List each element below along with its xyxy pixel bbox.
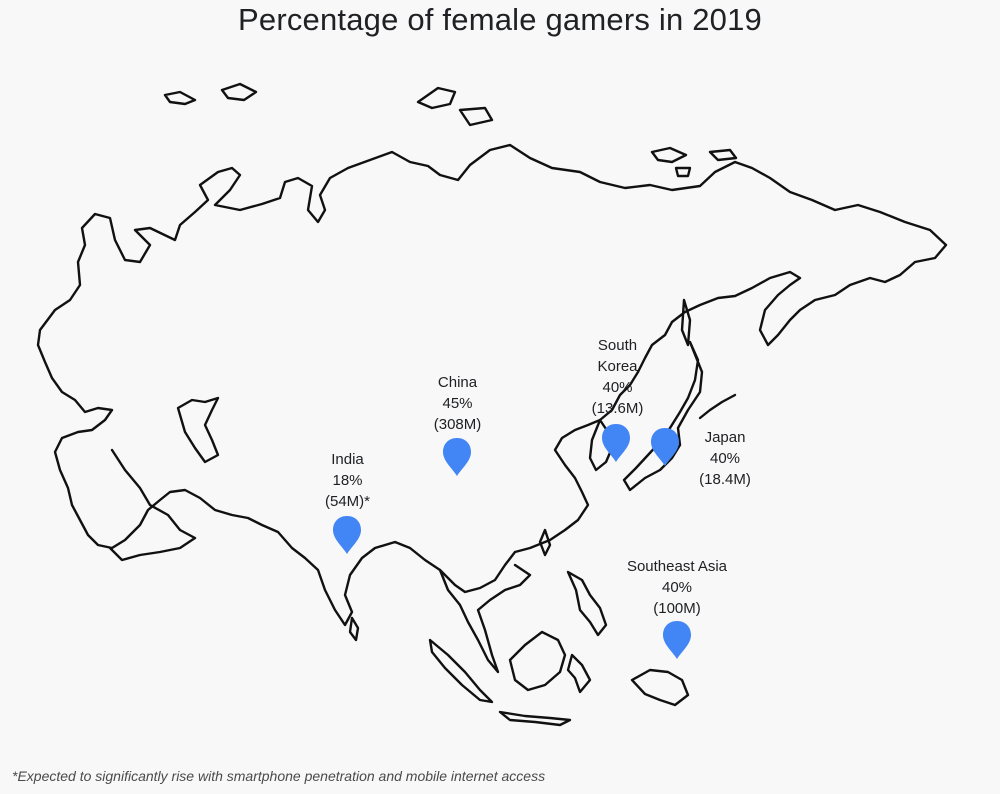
- sri-lanka-outline: [348, 616, 360, 642]
- china-users: (308M): [433, 416, 482, 433]
- japan-users: (18.4M): [699, 471, 751, 488]
- java-outline: [498, 710, 572, 727]
- taiwan-outline: [538, 528, 552, 557]
- southeast-asia-percent: 40%: [661, 579, 693, 596]
- map-pin-japan[interactable]: [650, 427, 680, 467]
- indochina-outline: [438, 563, 532, 674]
- china-percent: 45%: [442, 395, 473, 412]
- south-korea-name: South Korea: [597, 337, 638, 375]
- map-pin-china[interactable]: [442, 437, 472, 477]
- japan-percent: 40%: [709, 450, 741, 467]
- marker-label-south-korea: South Korea 40% (13.6M): [580, 335, 655, 419]
- sumatra-outline: [428, 638, 494, 704]
- philippines-outline: [566, 570, 608, 637]
- south-korea-users: (13.6M): [591, 400, 644, 417]
- southeast-asia-users: (100M): [653, 600, 701, 617]
- map-pin-south-korea[interactable]: [601, 423, 631, 463]
- sakhalin-outline: [680, 298, 692, 347]
- sulawesi-outline: [566, 653, 592, 694]
- southeast-asia-name: Southeast Asia: [626, 558, 728, 575]
- map-pin-india[interactable]: [332, 515, 362, 555]
- india-users: (54M)*: [324, 493, 370, 510]
- hokkaido-outline: [698, 393, 737, 420]
- marker-label-china: China 45% (308M): [410, 372, 505, 435]
- footnote: *Expected to significantly rise with sma…: [12, 768, 546, 784]
- south-korea-percent: 40%: [602, 379, 633, 396]
- marker-label-southeast-asia: Southeast Asia 40% (100M): [612, 556, 742, 619]
- caspian-outline: [176, 396, 220, 464]
- new-guinea-outline: [630, 668, 690, 707]
- arctic-islands-outline: [163, 82, 738, 178]
- map-pin-southeast-asia[interactable]: [662, 620, 692, 660]
- japan-outline: [622, 340, 704, 492]
- arabia-outline: [108, 448, 197, 562]
- marker-label-india: India 18% (54M)*: [300, 449, 395, 512]
- eurasia-outline: [36, 143, 948, 627]
- map-title: Percentage of female gamers in 2019: [238, 2, 762, 37]
- india-percent: 18%: [332, 472, 363, 489]
- borneo-outline: [508, 630, 567, 692]
- marker-label-japan: Japan 40% (18.4M): [690, 427, 760, 490]
- china-name: China: [437, 374, 478, 391]
- japan-name: Japan: [704, 429, 746, 446]
- india-name: India: [331, 451, 364, 468]
